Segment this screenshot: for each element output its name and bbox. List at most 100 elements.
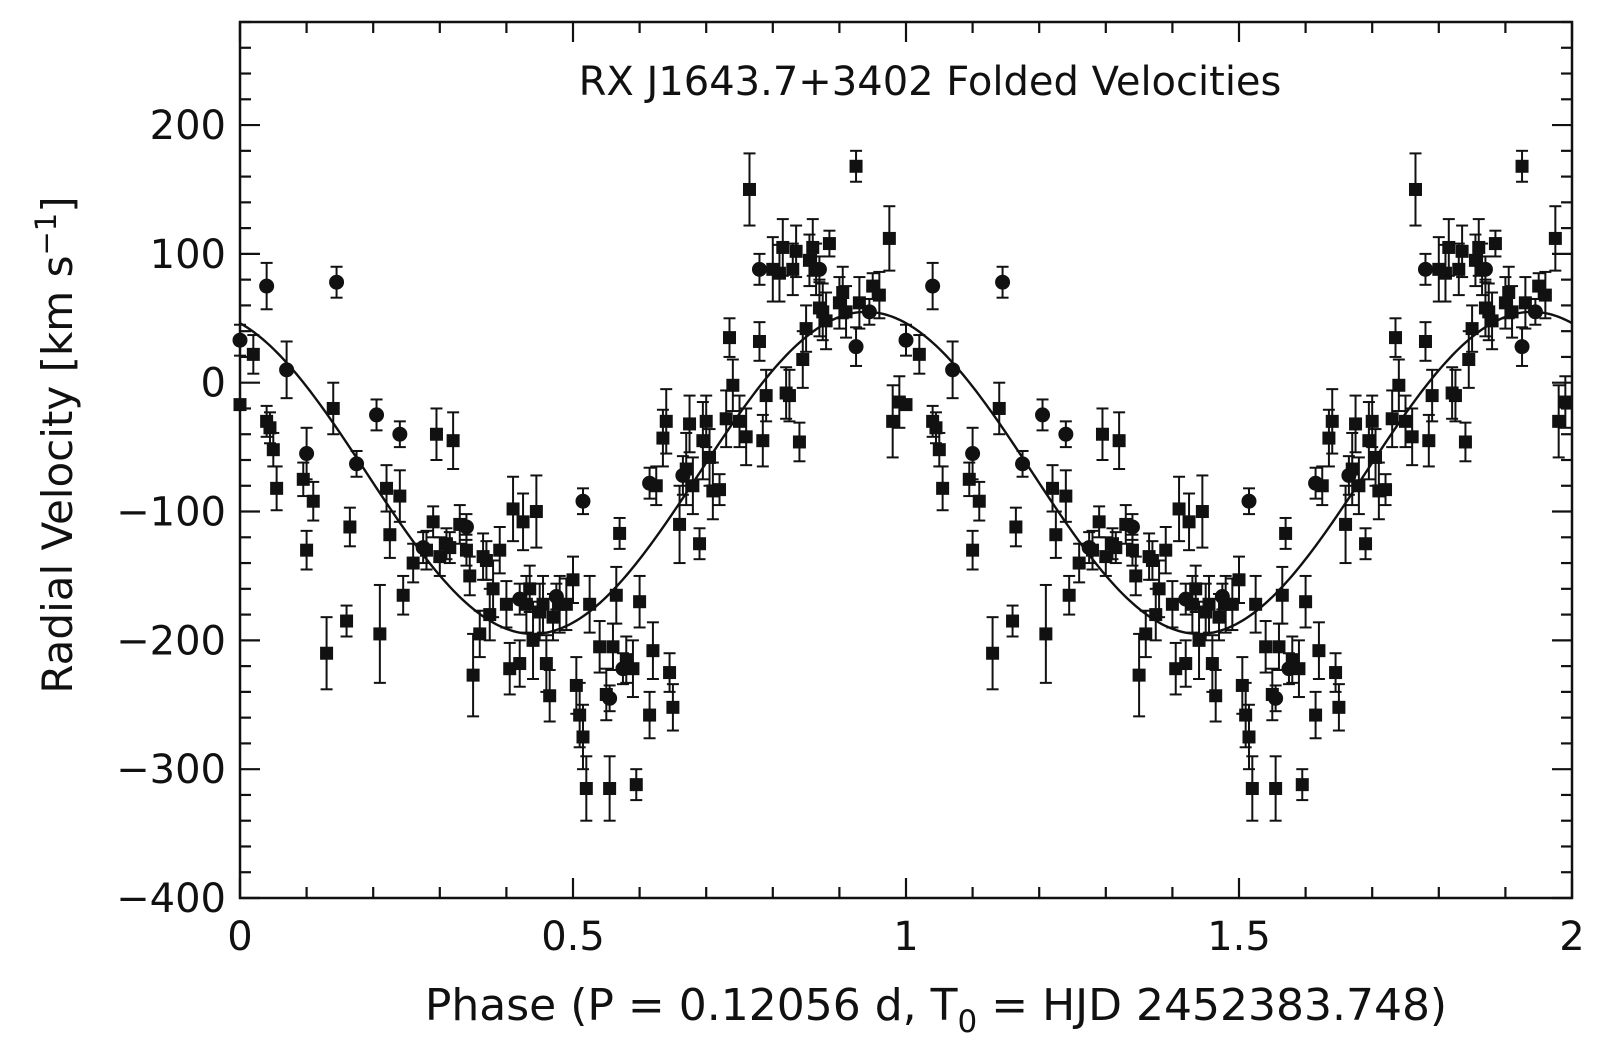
- data-point: [1332, 683, 1346, 732]
- data-point: [1272, 622, 1286, 671]
- circle-marker: [1341, 467, 1357, 483]
- square-marker: [782, 389, 796, 403]
- axis-ticks: [238, 20, 1574, 900]
- square-marker: [1505, 305, 1519, 319]
- square-marker: [1145, 553, 1159, 567]
- square-marker: [659, 414, 673, 428]
- data-point: [1209, 668, 1223, 723]
- square-marker: [912, 347, 926, 361]
- square-marker: [756, 434, 770, 448]
- circle-marker: [1281, 661, 1297, 677]
- square-marker: [786, 262, 800, 276]
- square-marker: [1392, 378, 1406, 392]
- circle-marker: [1308, 475, 1324, 491]
- data-point: [1309, 690, 1323, 740]
- data-point: [529, 474, 543, 549]
- circle-marker: [751, 261, 767, 277]
- data-point: [1058, 420, 1074, 449]
- square-marker: [1165, 597, 1179, 611]
- data-point: [886, 384, 900, 459]
- data-point: [1081, 531, 1097, 565]
- square-marker: [1349, 417, 1363, 431]
- circle-marker: [811, 261, 827, 277]
- fit-curve: [239, 310, 1573, 636]
- data-point: [646, 621, 660, 680]
- y-tick-label: 100: [150, 232, 226, 278]
- data-point: [609, 565, 623, 625]
- square-marker: [759, 389, 773, 403]
- data-point: [615, 652, 631, 686]
- data-point: [300, 529, 314, 571]
- data-point: [479, 540, 493, 581]
- square-marker: [1179, 657, 1193, 671]
- data-point: [486, 559, 500, 619]
- data-point: [1369, 428, 1383, 487]
- square-marker: [559, 597, 573, 611]
- data-point: [548, 582, 564, 611]
- data-point: [945, 340, 961, 400]
- x-axis-label-main: Phase (P = 0.12056 d, T: [425, 980, 958, 1031]
- square-marker: [719, 412, 733, 426]
- square-marker: [1072, 556, 1086, 570]
- data-point: [1365, 394, 1379, 449]
- data-point: [1095, 407, 1109, 461]
- data-point: [1548, 205, 1562, 272]
- data-point: [925, 261, 941, 311]
- circle-marker: [1015, 456, 1031, 472]
- circle-marker: [615, 661, 631, 677]
- data-point: [392, 420, 408, 449]
- data-point: [1442, 218, 1456, 277]
- data-point: [723, 317, 737, 358]
- data-point: [965, 426, 981, 481]
- data-point: [898, 323, 914, 357]
- data-point: [579, 755, 593, 822]
- circle-marker: [1035, 407, 1051, 423]
- data-point: [839, 285, 853, 339]
- data-point: [326, 381, 340, 436]
- square-marker: [1352, 479, 1366, 493]
- data-point: [473, 609, 487, 659]
- square-marker: [882, 231, 896, 245]
- x-tick-label: 0.5: [541, 914, 605, 960]
- data-point: [1485, 291, 1499, 351]
- square-marker: [1095, 427, 1109, 441]
- square-marker: [972, 494, 986, 508]
- data-point: [458, 513, 474, 541]
- square-marker: [320, 646, 334, 660]
- data-point: [1189, 564, 1203, 614]
- data-point: [792, 421, 806, 463]
- square-marker: [1202, 597, 1216, 611]
- square-marker: [929, 421, 943, 435]
- x-tick-label: 1.5: [1207, 914, 1271, 960]
- circle-marker: [392, 426, 408, 442]
- square-marker: [1385, 412, 1399, 426]
- square-marker: [1379, 483, 1393, 497]
- circle-marker: [1178, 591, 1194, 607]
- square-marker: [1485, 314, 1499, 328]
- square-marker: [1548, 231, 1562, 245]
- square-marker: [529, 505, 543, 519]
- data-point: [1182, 492, 1196, 552]
- square-marker: [1369, 450, 1383, 464]
- data-point: [306, 480, 320, 522]
- square-marker: [936, 481, 950, 495]
- square-marker: [1009, 520, 1023, 534]
- data-point: [1172, 475, 1186, 543]
- data-point: [643, 690, 657, 740]
- square-marker: [852, 296, 866, 310]
- square-marker: [1462, 353, 1476, 367]
- data-point: [756, 413, 770, 468]
- square-marker: [1225, 597, 1239, 611]
- data-point: [1458, 421, 1472, 463]
- square-marker: [849, 159, 863, 173]
- square-marker: [503, 662, 517, 676]
- square-marker: [266, 443, 280, 457]
- data-point: [966, 529, 980, 571]
- y-tick-label: −400: [116, 876, 226, 922]
- data-point: [606, 622, 620, 671]
- square-marker: [789, 244, 803, 258]
- square-marker: [1552, 414, 1566, 428]
- square-marker: [686, 479, 700, 493]
- square-marker: [523, 582, 537, 596]
- data-point: [1232, 555, 1246, 604]
